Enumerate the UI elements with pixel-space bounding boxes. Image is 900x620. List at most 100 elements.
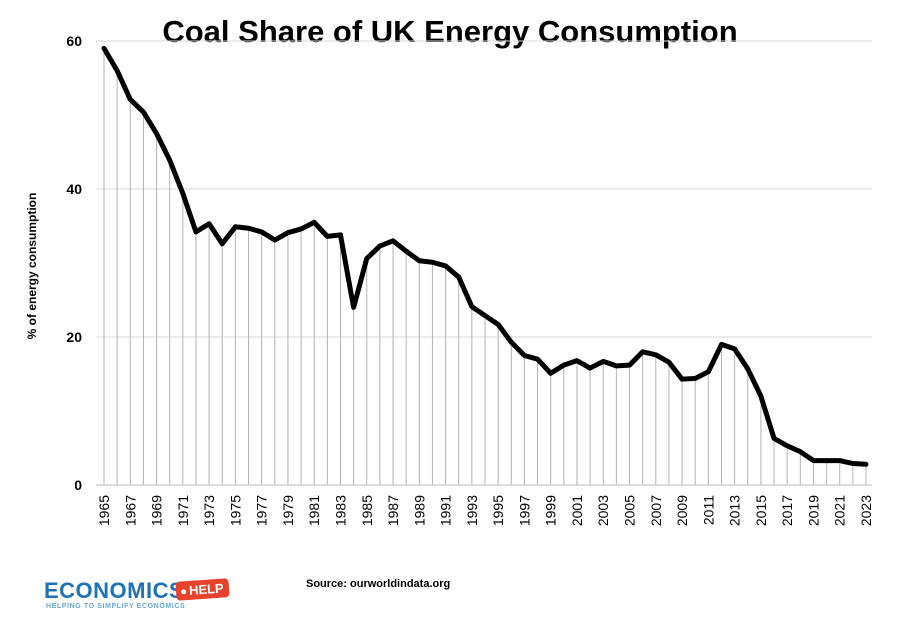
data-point <box>207 222 211 226</box>
x-tick-label: 1973 <box>201 495 217 526</box>
x-tick-label: 1993 <box>464 495 480 526</box>
x-tick-label: 1991 <box>438 495 454 526</box>
data-point <box>444 264 448 268</box>
logo-tagline: HELPING TO SIMPLIFY ECONOMICS <box>46 603 186 610</box>
x-tick-label: 1985 <box>359 495 375 526</box>
chart-title: Coal Share of UK Energy Consumption <box>162 14 738 49</box>
data-point <box>628 363 632 367</box>
x-tick-label: 2013 <box>727 495 743 526</box>
x-tick-label: 1983 <box>332 495 348 526</box>
data-point <box>693 376 697 380</box>
data-point <box>785 444 789 448</box>
data-point <box>483 314 487 318</box>
logo-word: ECONOMICS <box>44 578 185 603</box>
data-point <box>286 231 290 235</box>
data-point <box>522 354 526 357</box>
data-point <box>667 360 671 364</box>
x-tick-label: 2021 <box>832 495 848 526</box>
data-point <box>509 340 513 344</box>
data-point <box>128 97 132 101</box>
data-point <box>614 364 618 368</box>
data-point <box>575 359 579 363</box>
x-tick-label: 2015 <box>753 495 769 526</box>
data-point <box>680 377 684 381</box>
data-point <box>536 357 540 361</box>
data-point <box>404 249 408 253</box>
x-tick-label: 1975 <box>227 495 243 526</box>
source-note: Source: ourworldindata.org <box>306 578 451 590</box>
x-tick-label: 1999 <box>543 495 559 526</box>
x-tick-label: 2011 <box>700 495 716 525</box>
data-point <box>260 230 264 234</box>
data-point <box>864 462 868 466</box>
data-point <box>273 238 277 242</box>
data-point <box>706 370 710 374</box>
data-point <box>470 305 474 309</box>
x-tick-label: 2009 <box>674 495 690 526</box>
data-point <box>141 110 145 114</box>
data-point <box>746 367 750 371</box>
data-point <box>719 342 723 346</box>
logo-help-text: HELP <box>188 580 225 598</box>
data-point <box>233 225 237 229</box>
x-tick-label: 2005 <box>622 495 638 526</box>
x-tick-label: 2019 <box>805 495 821 526</box>
x-tick-label: 2017 <box>779 495 795 526</box>
data-point <box>325 234 329 238</box>
y-tick-label: 60 <box>66 33 82 49</box>
x-tick-label: 1981 <box>306 495 322 526</box>
data-point <box>733 347 737 351</box>
data-point <box>838 459 842 463</box>
data-point <box>378 244 382 248</box>
data-point <box>299 227 303 231</box>
data-point <box>168 158 172 162</box>
x-tick-label: 2023 <box>858 495 874 526</box>
data-point <box>496 322 500 326</box>
y-tick-label: 40 <box>66 181 82 197</box>
data-point <box>338 233 342 237</box>
x-tick-label: 1971 <box>175 495 191 526</box>
x-tick-label: 2007 <box>648 495 664 526</box>
x-tick-label: 1997 <box>516 495 532 526</box>
x-tick-label: 2003 <box>595 495 611 526</box>
y-tick-label: 20 <box>66 329 82 345</box>
data-point <box>601 359 605 363</box>
data-point <box>155 132 159 135</box>
data-point <box>654 353 658 357</box>
data-point <box>851 462 855 466</box>
x-tick-label: 1987 <box>385 495 401 526</box>
data-point <box>759 394 763 398</box>
data-point <box>825 459 829 463</box>
data-point <box>312 220 316 224</box>
data-point <box>772 436 776 440</box>
data-point <box>798 450 802 454</box>
economics-help-logo: ECONOMICS HELP HELPING TO SIMPLIFY ECONO… <box>44 578 244 614</box>
data-point <box>115 69 119 73</box>
x-tick-label: 1989 <box>411 495 427 526</box>
data-point <box>417 259 421 263</box>
data-point <box>391 239 395 243</box>
data-point <box>194 230 198 234</box>
x-tick-label: 1995 <box>490 495 506 526</box>
data-point <box>102 46 106 50</box>
data-point <box>220 242 224 246</box>
x-tick-label: 1977 <box>254 495 270 526</box>
x-tick-label: 2001 <box>569 495 585 526</box>
data-point <box>181 191 185 195</box>
data-point <box>457 275 461 279</box>
data-point <box>811 459 815 463</box>
x-tick-label: 1969 <box>149 495 165 526</box>
data-point <box>641 350 645 354</box>
logo-help-badge: HELP <box>175 578 230 601</box>
data-point <box>365 257 369 261</box>
y-axis-label: % of energy consumption <box>25 193 39 340</box>
x-tick-label: 1965 <box>96 495 112 526</box>
y-tick-label: 0 <box>74 477 82 493</box>
data-point <box>562 363 566 367</box>
data-point <box>549 371 553 375</box>
data-point <box>588 366 592 370</box>
logo-dot-icon <box>180 589 187 595</box>
data-point <box>247 226 251 230</box>
x-tick-label: 1967 <box>122 495 138 526</box>
